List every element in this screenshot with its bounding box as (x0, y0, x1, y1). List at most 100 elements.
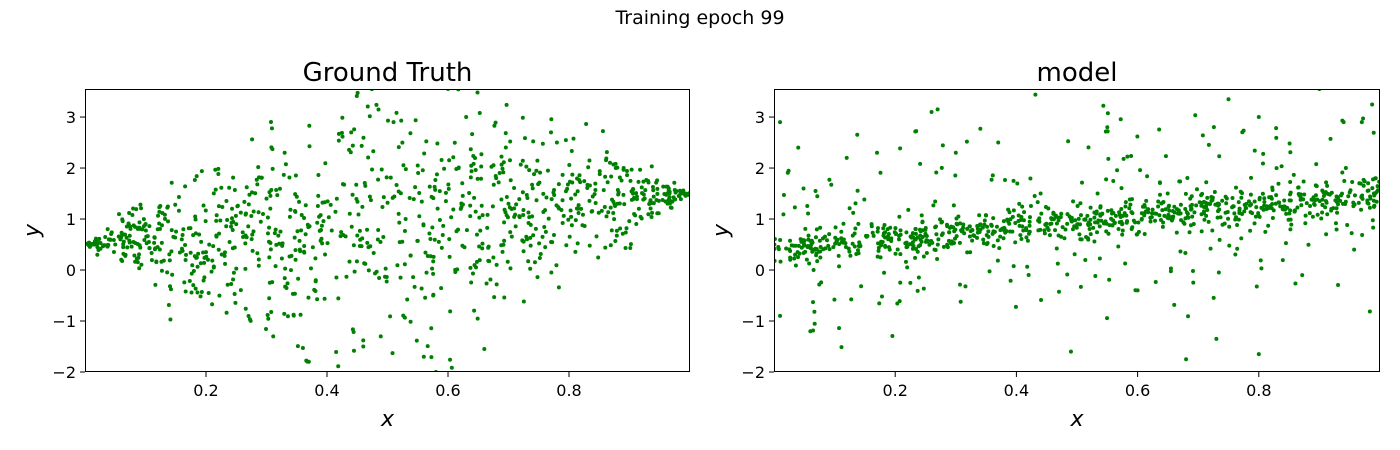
data-point (1308, 204, 1313, 209)
data-point (1078, 201, 1083, 206)
data-point (159, 259, 164, 264)
data-point (357, 243, 362, 248)
data-point (165, 205, 170, 210)
data-point (401, 163, 406, 168)
data-point (429, 326, 434, 331)
x-tick-label: 0.6 (1125, 381, 1150, 400)
data-point (246, 224, 251, 229)
data-point (876, 245, 881, 250)
data-point (1129, 154, 1134, 158)
data-point (255, 251, 260, 256)
data-point (451, 155, 456, 160)
data-point (1345, 222, 1350, 227)
data-point (531, 233, 536, 238)
data-point (854, 251, 859, 256)
data-point (1017, 201, 1022, 206)
data-point (349, 224, 354, 229)
data-point (365, 240, 370, 245)
data-point (991, 216, 996, 221)
data-point (1334, 206, 1339, 211)
data-point (206, 291, 211, 296)
data-point (159, 268, 164, 273)
data-point (1222, 221, 1227, 226)
data-point (1192, 210, 1197, 215)
data-point (1361, 183, 1366, 188)
data-point (449, 365, 454, 370)
data-point (475, 90, 480, 95)
data-point (435, 206, 440, 211)
data-point (468, 214, 473, 219)
data-point (551, 190, 556, 195)
data-point (1292, 208, 1297, 213)
data-point (563, 189, 568, 194)
data-point (1112, 220, 1117, 225)
axes-frame (85, 89, 690, 372)
data-point (815, 194, 820, 199)
data-point (984, 213, 989, 218)
data-point (655, 186, 660, 191)
data-point (1362, 179, 1367, 184)
data-point (1086, 237, 1091, 242)
data-point (532, 172, 537, 177)
data-point (1359, 207, 1364, 212)
data-point (541, 191, 546, 196)
data-point (503, 145, 508, 150)
data-point (935, 242, 940, 247)
data-point (377, 276, 382, 281)
data-point (1068, 349, 1073, 354)
data-point (561, 213, 566, 218)
data-point (621, 166, 626, 171)
data-point (1300, 273, 1305, 278)
data-point (579, 206, 584, 211)
data-point (490, 204, 495, 209)
data-point (440, 232, 445, 237)
data-point (1248, 228, 1253, 233)
data-point (596, 255, 601, 260)
x-tick-label: 0.4 (314, 381, 339, 400)
data-point (609, 228, 614, 233)
data-point (1093, 220, 1098, 225)
data-point (211, 244, 216, 249)
data-point (923, 227, 928, 232)
data-point (1252, 199, 1257, 204)
data-point (448, 309, 453, 314)
data-point (813, 235, 818, 240)
data-point (1206, 219, 1211, 224)
data-point (203, 219, 208, 224)
data-point (1232, 211, 1237, 216)
data-point (549, 117, 554, 122)
data-point (1094, 211, 1099, 216)
data-point (202, 275, 207, 280)
data-point (1274, 135, 1279, 140)
data-point (856, 244, 861, 249)
y-axis-label: y (20, 223, 45, 238)
data-point (1070, 227, 1075, 232)
data-point (230, 206, 235, 211)
data-point (855, 188, 860, 193)
data-point (376, 177, 381, 182)
data-point (617, 175, 622, 180)
data-point (169, 228, 174, 233)
data-point (248, 318, 253, 323)
data-point (508, 178, 513, 183)
data-point (1098, 205, 1103, 210)
data-point (608, 243, 613, 248)
data-point (109, 230, 114, 235)
data-point (344, 274, 349, 279)
data-point (825, 238, 829, 243)
data-point (870, 230, 875, 235)
data-point (521, 213, 526, 218)
data-point (357, 228, 362, 233)
data-point (1204, 180, 1209, 185)
data-point (464, 228, 469, 233)
data-point (131, 206, 136, 211)
data-point (502, 207, 507, 212)
data-point (456, 227, 461, 232)
data-point (603, 174, 608, 179)
data-point (87, 241, 92, 246)
data-point (578, 180, 583, 185)
data-point (1017, 223, 1022, 228)
data-point (1262, 196, 1267, 201)
data-point (522, 136, 527, 141)
data-point (968, 250, 973, 255)
